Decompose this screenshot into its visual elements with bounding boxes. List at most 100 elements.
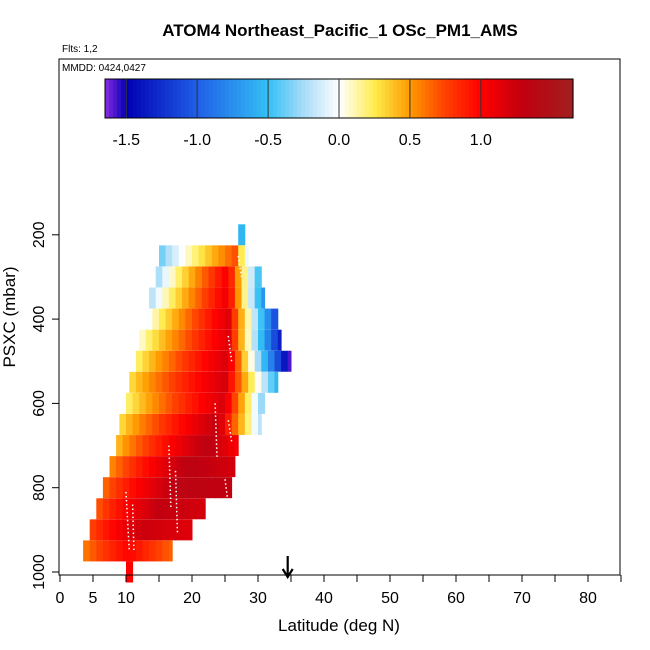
colorbar-swatch xyxy=(461,79,466,118)
heatmap-cell xyxy=(126,392,134,414)
heatmap-cell xyxy=(228,266,236,288)
colorbar-swatch xyxy=(509,79,514,118)
x-tick-label: 80 xyxy=(579,590,597,607)
heatmap-cell xyxy=(142,371,150,393)
heatmap-cell xyxy=(215,435,223,457)
colorbar-swatch xyxy=(437,79,442,118)
plot-frame xyxy=(58,58,621,576)
heatmap-cell xyxy=(195,498,203,520)
heatmap-cell xyxy=(155,287,163,309)
dates-label: MMDD: 0424,0427 xyxy=(62,63,146,74)
heatmap-cell xyxy=(218,392,226,414)
heatmap-cell xyxy=(192,329,200,351)
heatmap-cell xyxy=(172,245,180,267)
heatmap-cell xyxy=(135,540,143,562)
heatmap-cell xyxy=(175,477,183,499)
heatmap-cell xyxy=(211,245,219,267)
heatmap-cell xyxy=(162,371,170,393)
heatmap-cell xyxy=(182,519,190,541)
heatmap-cell xyxy=(248,266,256,288)
heatmap-cell xyxy=(205,245,213,267)
heatmap-cell xyxy=(218,245,226,267)
heatmap-cell xyxy=(109,456,117,478)
heatmap-cell xyxy=(225,392,233,414)
heatmap-cell xyxy=(116,477,124,499)
colorbar-swatch xyxy=(453,79,458,118)
x-tick-label: 60 xyxy=(447,590,465,607)
heatmap-cell xyxy=(83,540,91,562)
heatmap-cell xyxy=(241,371,249,393)
heatmap-cell xyxy=(218,413,226,435)
heatmap-cell xyxy=(215,456,223,478)
heatmap-cell xyxy=(116,456,124,478)
heatmap-cell xyxy=(198,392,206,414)
x-axis: 0 5 10 20 30 40 50 60 70 80 xyxy=(56,575,622,607)
heatmap-cell xyxy=(221,371,229,393)
colorbar-swatch xyxy=(385,79,390,118)
colorbar-swatch xyxy=(213,79,218,118)
heatmap-cell xyxy=(192,392,200,414)
heatmap-cell xyxy=(258,308,266,330)
colorbar-swatch xyxy=(505,79,510,118)
heatmap-cell xyxy=(195,456,203,478)
heatmap-cell xyxy=(149,435,157,457)
heatmap-cell xyxy=(168,456,176,478)
colorbar-swatch xyxy=(341,79,346,118)
colorbar-swatch xyxy=(273,79,278,118)
flight-track xyxy=(224,479,230,505)
heatmap-cell xyxy=(221,477,229,499)
heatmap-cell xyxy=(264,329,272,351)
colorbar-swatch xyxy=(161,79,166,118)
heatmap-cell xyxy=(165,329,173,351)
colorbar-swatch xyxy=(369,79,374,118)
colorbar-swatch xyxy=(433,79,438,118)
x-tick-label: 5 xyxy=(89,590,98,607)
colorbar-swatch xyxy=(465,79,470,118)
heatmap-cell xyxy=(116,540,124,562)
heatmap-cell xyxy=(129,477,137,499)
heatmap-cell xyxy=(145,329,153,351)
heatmap-cell xyxy=(116,519,124,541)
heatmap-cell xyxy=(149,287,157,309)
heatmap-cell xyxy=(182,371,190,393)
heatmap-cell xyxy=(168,519,176,541)
heatmap-cell xyxy=(251,308,259,330)
colorbar-swatch xyxy=(349,79,354,118)
colorbar-swatch xyxy=(449,79,454,118)
colorbar-swatch xyxy=(357,79,362,118)
heatmap-cell xyxy=(96,498,104,520)
colorbar-swatch xyxy=(561,79,566,118)
y-tick-label: 400 xyxy=(31,306,48,333)
heatmap-cell xyxy=(168,477,176,499)
heatmap-cell xyxy=(149,477,157,499)
heatmap-cell xyxy=(201,287,209,309)
heatmap-cell xyxy=(201,477,209,499)
colorbar-swatch xyxy=(445,79,450,118)
colorbar-swatch xyxy=(429,79,434,118)
heatmap-cell xyxy=(261,371,269,393)
colorbar-swatch xyxy=(545,79,550,118)
heatmap-cell xyxy=(168,435,176,457)
x-tick-label: 0 xyxy=(56,590,65,607)
heatmap-cell xyxy=(178,329,186,351)
heatmap-cell xyxy=(188,350,196,372)
heatmap-cell xyxy=(188,266,196,288)
heatmap-cell xyxy=(142,350,150,372)
colorbar-swatch xyxy=(421,79,426,118)
heatmap-cell xyxy=(228,435,236,457)
x-tick-label: 10 xyxy=(117,590,135,607)
heatmap-cell xyxy=(254,266,262,288)
heatmap-cell xyxy=(201,371,209,393)
heatmap-cell xyxy=(234,266,242,288)
heatmap-cell xyxy=(261,350,269,372)
heatmap-cell xyxy=(142,456,150,478)
heatmap-cell xyxy=(182,287,190,309)
colorbar-swatch xyxy=(165,79,170,118)
colorbar-swatch xyxy=(317,79,322,118)
heatmap-cell xyxy=(129,435,137,457)
heatmap-cell xyxy=(142,498,150,520)
heatmap-cell xyxy=(218,329,226,351)
heatmap-cell xyxy=(195,266,203,288)
heatmap-cell xyxy=(139,413,147,435)
chart-title: ATOM4 Northeast_Pacific_1 OSc_PM1_AMS xyxy=(162,21,518,40)
